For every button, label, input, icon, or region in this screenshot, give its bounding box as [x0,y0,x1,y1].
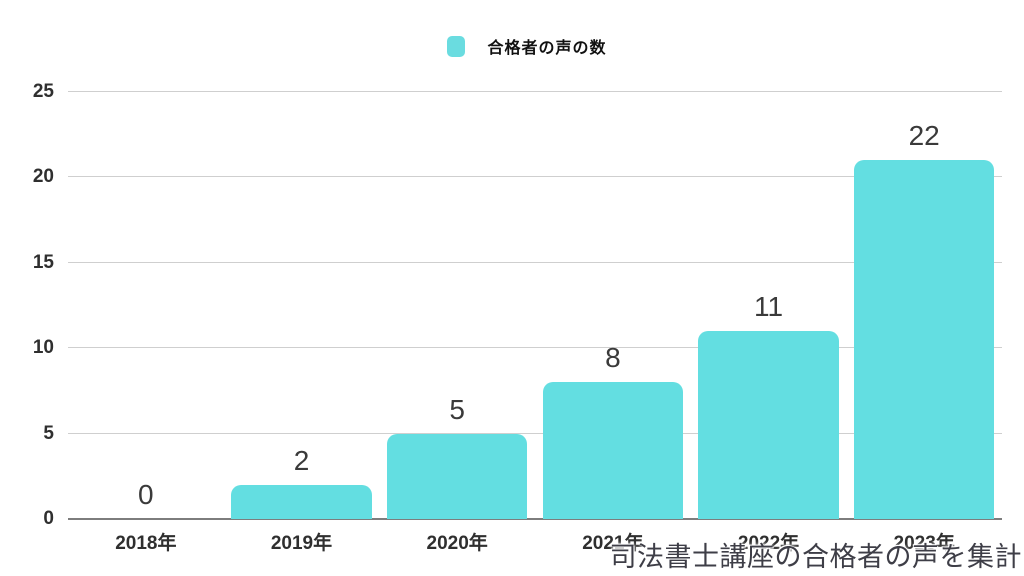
bar-column-2022年: 11 2022年 [691,92,847,554]
bar-value-label: 0 [138,479,154,510]
bar-column-2023年: 22 2023年 [846,92,1002,554]
gridline-25 [68,91,1002,92]
bar-column-2019年: 2 2019年 [224,92,380,554]
gridline-5 [68,432,1002,434]
legend-label: 合格者の声の数 [487,40,607,57]
y-axis-tick-label: 25 [32,81,54,102]
bar-2021年 [542,382,683,519]
legend-swatch-icon [447,35,466,57]
bar-2019年 [231,484,372,519]
y-axis-tick-label: 15 [32,251,54,273]
gridline-0 [68,518,1002,520]
x-axis-tick-label: 2023年 [893,533,955,554]
x-axis-tick-label: 2018年 [115,533,177,554]
y-axis-tick-label: 20 [32,166,54,188]
bar-value-label: 11 [753,291,784,323]
bar-value-label: 2 [293,444,310,476]
bar-column-2020年: 5 2020年 [379,92,535,554]
gridline-15 [68,261,1002,263]
x-axis-tick-label: 2021年 [582,533,644,554]
bar-value-label: 5 [449,393,465,425]
bar-column-2018年: 0 2018年 [68,92,224,555]
bar-2020年 [387,433,528,519]
chart-caption: 司法書士講座の合格者の声を集計 [609,542,1022,572]
x-axis-tick-label: 2022年 [737,533,800,554]
chart-legend: 合格者の声の数 [0,34,1024,58]
bar-value-label: 22 [908,120,940,152]
bar-2022年 [698,331,839,519]
plot-area: 0 5 10 15 20 25 0 2018年 2 2019年 5 2020年 8 2021年 11 202… [33,81,1002,555]
x-axis-tick-label: 2020年 [426,533,488,554]
bar-column-2021年: 8 2021年 [535,92,691,554]
y-axis-tick-label: 10 [32,337,54,359]
gridline-20 [68,176,1002,178]
bar-value-label: 8 [605,342,621,374]
x-axis-tick-label: 2019年 [270,533,333,554]
y-axis-tick-label: 5 [43,422,54,444]
bar-columns: 0 2018年 2 2019年 5 2020年 8 2021年 11 2022年 22 2023年 [68,92,1002,555]
bar-2023年 [854,160,995,519]
y-axis-tick-label: 0 [43,508,54,529]
gridline-10 [68,347,1002,349]
